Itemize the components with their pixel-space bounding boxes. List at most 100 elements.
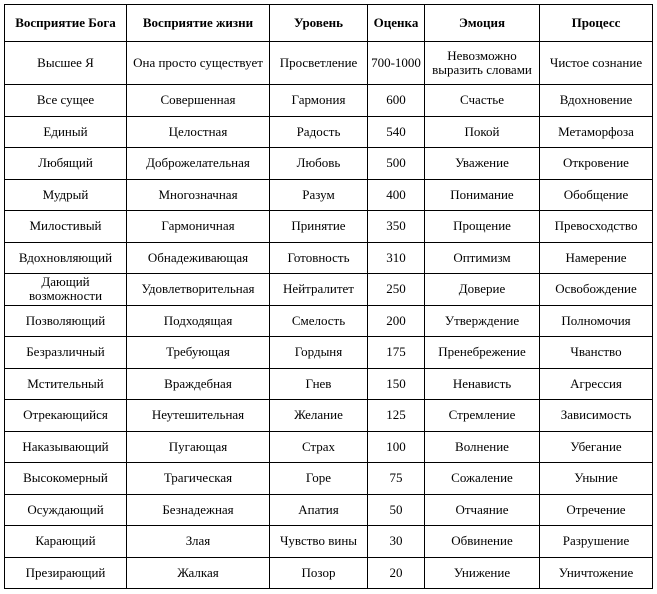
table-cell: Стремление (424, 399, 540, 432)
table-cell: Обобщение (539, 178, 653, 211)
table-cell: Все сущее (4, 84, 127, 117)
table-cell: Желание (269, 399, 368, 432)
table-cell: Зависимость (539, 399, 653, 432)
table-cell: Враждебная (126, 367, 270, 400)
table-cell: 400 (367, 178, 425, 211)
table-cell: Убегание (539, 430, 653, 463)
table-cell: Принятие (269, 210, 368, 243)
table-cell: 175 (367, 336, 425, 369)
table-cell: 50 (367, 493, 425, 526)
table-cell: Смелость (269, 304, 368, 337)
table-cell: Счастье (424, 84, 540, 117)
table-cell: Оптимизм (424, 241, 540, 274)
table-cell: Полномочия (539, 304, 653, 337)
table-cell: Обвинение (424, 525, 540, 558)
table-cell: Чистое сознание (539, 41, 653, 85)
table-cell: Требующая (126, 336, 270, 369)
table-cell: 600 (367, 84, 425, 117)
table: Восприятие Бога Восприятие жизни Уровень Оц… (4, 4, 653, 589)
table-cell: Подходящая (126, 304, 270, 337)
table-cell: 540 (367, 115, 425, 148)
table-row: Вдохновляющий Обнадеживающая Готовность 310… (4, 241, 653, 274)
table-cell: Чувство вины (269, 525, 368, 558)
table-cell: Освобождение (539, 273, 653, 306)
table-cell: 75 (367, 462, 425, 495)
table-cell: 700-1000 (367, 41, 425, 85)
table-row: Презирающий Жалкая Позор 20 Унижение Уничтоже… (4, 556, 653, 589)
table-row: Высокомерный Трагическая Горе 75 Сожаление Ун… (4, 462, 653, 495)
table-cell: Уничтожение (539, 556, 653, 589)
table-cell: Невозможно выразить словами (424, 41, 540, 85)
table-cell: 100 (367, 430, 425, 463)
table-cell: Пренебрежение (424, 336, 540, 369)
table-cell: Агрессия (539, 367, 653, 400)
table-cell: 350 (367, 210, 425, 243)
table-cell: Мстительный (4, 367, 127, 400)
table-cell: Безразличный (4, 336, 127, 369)
table-cell: Жалкая (126, 556, 270, 589)
table-cell: Нейтралитет (269, 273, 368, 306)
table-cell: Уныние (539, 462, 653, 495)
table-row: Осуждающий Безнадежная Апатия 50 Отчаяние Отр… (4, 493, 653, 526)
table-cell: Обнадеживающая (126, 241, 270, 274)
table-cell: Многозначная (126, 178, 270, 211)
table-cell: Готовность (269, 241, 368, 274)
table-cell: Отречение (539, 493, 653, 526)
table-cell: Прощение (424, 210, 540, 243)
table-row: Отрекающийся Неутешительная Желание 125 Стре… (4, 399, 653, 432)
table-cell: 150 (367, 367, 425, 400)
table-row: Наказывающий Пугающая Страх 100 Волнение Убег… (4, 430, 653, 463)
header-cell: Восприятие Бога (4, 4, 127, 42)
table-cell: 310 (367, 241, 425, 274)
table-cell: Позволяющий (4, 304, 127, 337)
table-cell: Вдохновляющий (4, 241, 127, 274)
table-cell: Ненависть (424, 367, 540, 400)
table-cell: Отрекающийся (4, 399, 127, 432)
table-row: Милостивый Гармоничная Принятие 350 Прощение… (4, 210, 653, 243)
table-cell: Высокомерный (4, 462, 127, 495)
table-cell: 30 (367, 525, 425, 558)
table-row: Все сущее Совершенная Гармония 600 Счастье Вд… (4, 84, 653, 117)
table-cell: Волнение (424, 430, 540, 463)
table-cell: Удовлетворительная (126, 273, 270, 306)
table-cell: 200 (367, 304, 425, 337)
table-cell: Доброжелательная (126, 147, 270, 180)
table-cell: Горе (269, 462, 368, 495)
table-cell: Чванство (539, 336, 653, 369)
table-cell: Пугающая (126, 430, 270, 463)
table-cell: Вдохновение (539, 84, 653, 117)
table-cell: Превосходство (539, 210, 653, 243)
table-cell: Трагическая (126, 462, 270, 495)
header-cell: Уровень (269, 4, 368, 42)
table-cell: Любовь (269, 147, 368, 180)
table-cell: Неутешительная (126, 399, 270, 432)
table-cell: Апатия (269, 493, 368, 526)
table-row: Дающий возможности Удовлетворительная Нейт… (4, 273, 653, 306)
table-cell: Наказывающий (4, 430, 127, 463)
table-cell: Гордыня (269, 336, 368, 369)
header-cell: Оценка (367, 4, 425, 42)
table-cell: Мудрый (4, 178, 127, 211)
table-row: Высшее Я Она просто существует Просветлени… (4, 41, 653, 85)
table-cell: Гармония (269, 84, 368, 117)
table-cell: Покой (424, 115, 540, 148)
table-cell: 20 (367, 556, 425, 589)
table-cell: Отчаяние (424, 493, 540, 526)
table-cell: Радость (269, 115, 368, 148)
table-cell: Унижение (424, 556, 540, 589)
table-row: Безразличный Требующая Гордыня 175 Пренебреж… (4, 336, 653, 369)
table-cell: Высшее Я (4, 41, 127, 85)
table-cell: Понимание (424, 178, 540, 211)
table-cell: Намерение (539, 241, 653, 274)
table-cell: Доверие (424, 273, 540, 306)
table-cell: Милостивый (4, 210, 127, 243)
table-cell: 250 (367, 273, 425, 306)
table-cell: Позор (269, 556, 368, 589)
table-cell: Карающий (4, 525, 127, 558)
table-cell: Разрушение (539, 525, 653, 558)
table-cell: Любящий (4, 147, 127, 180)
table-cell: Сожаление (424, 462, 540, 495)
table-cell: Разум (269, 178, 368, 211)
table-cell: Дающий возможности (4, 273, 127, 306)
table-cell: Откровение (539, 147, 653, 180)
